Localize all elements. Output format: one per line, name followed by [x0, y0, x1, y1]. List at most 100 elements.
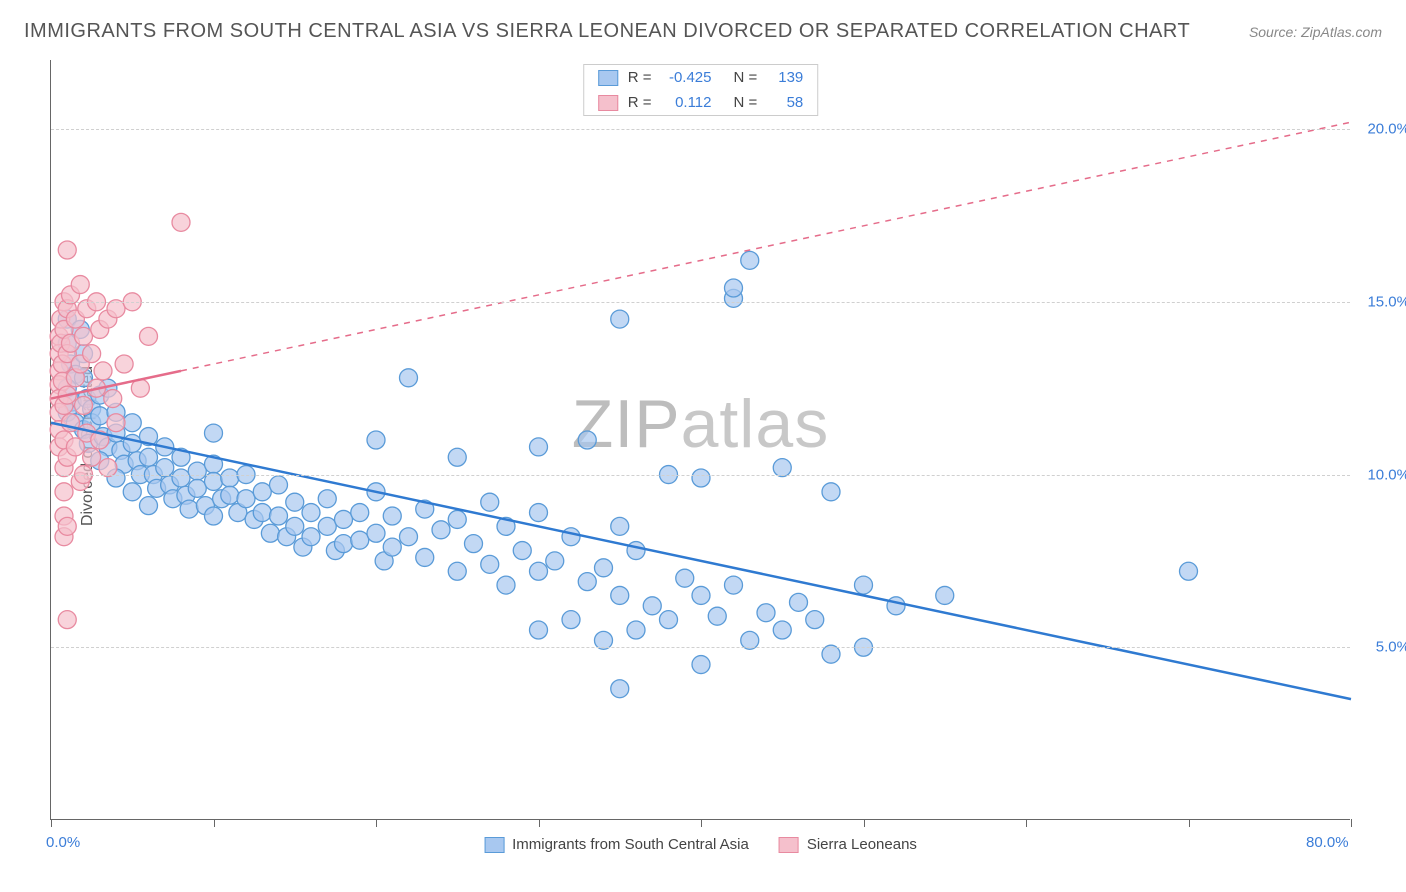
data-point: [205, 424, 223, 442]
x-tick: [701, 819, 702, 827]
data-point: [513, 542, 531, 560]
data-point: [497, 576, 515, 594]
data-point: [94, 362, 112, 380]
data-point: [611, 310, 629, 328]
legend-swatch: [598, 95, 618, 111]
data-point: [562, 528, 580, 546]
data-point: [140, 497, 158, 515]
data-point: [448, 448, 466, 466]
data-point: [790, 593, 808, 611]
legend-n-value: 139: [767, 69, 803, 86]
x-tick-label: 80.0%: [1306, 834, 1349, 851]
data-point: [578, 573, 596, 591]
data-point: [115, 355, 133, 373]
data-point: [71, 276, 89, 294]
gridline-h: [51, 302, 1350, 303]
data-point: [261, 524, 279, 542]
data-point: [595, 559, 613, 577]
data-point: [627, 542, 645, 560]
data-point: [104, 390, 122, 408]
data-point: [611, 517, 629, 535]
x-tick: [1351, 819, 1352, 827]
data-point: [302, 528, 320, 546]
legend-bottom-item: Immigrants from South Central Asia: [484, 836, 749, 853]
y-tick-label: 15.0%: [1355, 293, 1406, 310]
data-point: [302, 504, 320, 522]
data-point: [481, 555, 499, 573]
data-point: [83, 448, 101, 466]
data-point: [725, 576, 743, 594]
data-point: [253, 504, 271, 522]
data-point: [286, 493, 304, 511]
data-point: [58, 611, 76, 629]
x-tick: [1189, 819, 1190, 827]
legend-top-row: R =-0.425N =139: [584, 65, 818, 90]
data-point: [335, 510, 353, 528]
data-point: [367, 524, 385, 542]
data-point: [643, 597, 661, 615]
data-point: [383, 538, 401, 556]
data-point: [221, 486, 239, 504]
data-point: [1180, 562, 1198, 580]
data-point: [562, 611, 580, 629]
gridline-h: [51, 129, 1350, 130]
data-point: [318, 517, 336, 535]
x-tick: [214, 819, 215, 827]
data-point: [481, 493, 499, 511]
data-point: [180, 500, 198, 518]
legend-bottom: Immigrants from South Central Asia Sierra…: [484, 836, 917, 853]
x-tick: [1026, 819, 1027, 827]
data-point: [692, 586, 710, 604]
data-point: [692, 656, 710, 674]
legend-swatch: [484, 837, 504, 853]
x-tick: [539, 819, 540, 827]
data-point: [936, 586, 954, 604]
legend-top: R =-0.425N =139R =0.112N =58: [583, 64, 819, 116]
data-point: [140, 327, 158, 345]
data-point: [140, 448, 158, 466]
legend-series-label: Sierra Leoneans: [807, 836, 917, 853]
data-point: [676, 569, 694, 587]
data-point: [270, 507, 288, 525]
legend-n-value: 58: [767, 94, 803, 111]
data-point: [75, 327, 93, 345]
data-point: [123, 434, 141, 452]
data-point: [55, 483, 73, 501]
legend-r-value: 0.112: [662, 94, 712, 111]
data-point: [188, 479, 206, 497]
gridline-h: [51, 647, 1350, 648]
data-point: [530, 562, 548, 580]
x-tick: [51, 819, 52, 827]
data-point: [318, 490, 336, 508]
y-tick-label: 20.0%: [1355, 121, 1406, 138]
data-point: [123, 414, 141, 432]
trend-line-dashed: [181, 122, 1351, 371]
legend-n-label: N =: [734, 69, 758, 86]
data-point: [660, 611, 678, 629]
data-point: [611, 680, 629, 698]
data-point: [725, 279, 743, 297]
data-point: [172, 469, 190, 487]
chart-title: IMMIGRANTS FROM SOUTH CENTRAL ASIA VS SI…: [24, 20, 1190, 43]
data-point: [578, 431, 596, 449]
y-tick-label: 5.0%: [1355, 639, 1406, 656]
legend-series-label: Immigrants from South Central Asia: [512, 836, 749, 853]
data-point: [107, 414, 125, 432]
data-point: [91, 407, 109, 425]
data-point: [221, 469, 239, 487]
legend-swatch: [598, 70, 618, 86]
data-point: [400, 528, 418, 546]
title-bar: IMMIGRANTS FROM SOUTH CENTRAL ASIA VS SI…: [24, 20, 1382, 43]
data-point: [822, 483, 840, 501]
data-point: [887, 597, 905, 615]
data-point: [530, 438, 548, 456]
data-point: [465, 535, 483, 553]
legend-top-row: R =0.112N =58: [584, 90, 818, 115]
legend-r-label: R =: [628, 94, 652, 111]
legend-r-value: -0.425: [662, 69, 712, 86]
data-point: [253, 483, 271, 501]
data-point: [172, 213, 190, 231]
data-point: [237, 490, 255, 508]
data-point: [692, 469, 710, 487]
x-tick: [864, 819, 865, 827]
